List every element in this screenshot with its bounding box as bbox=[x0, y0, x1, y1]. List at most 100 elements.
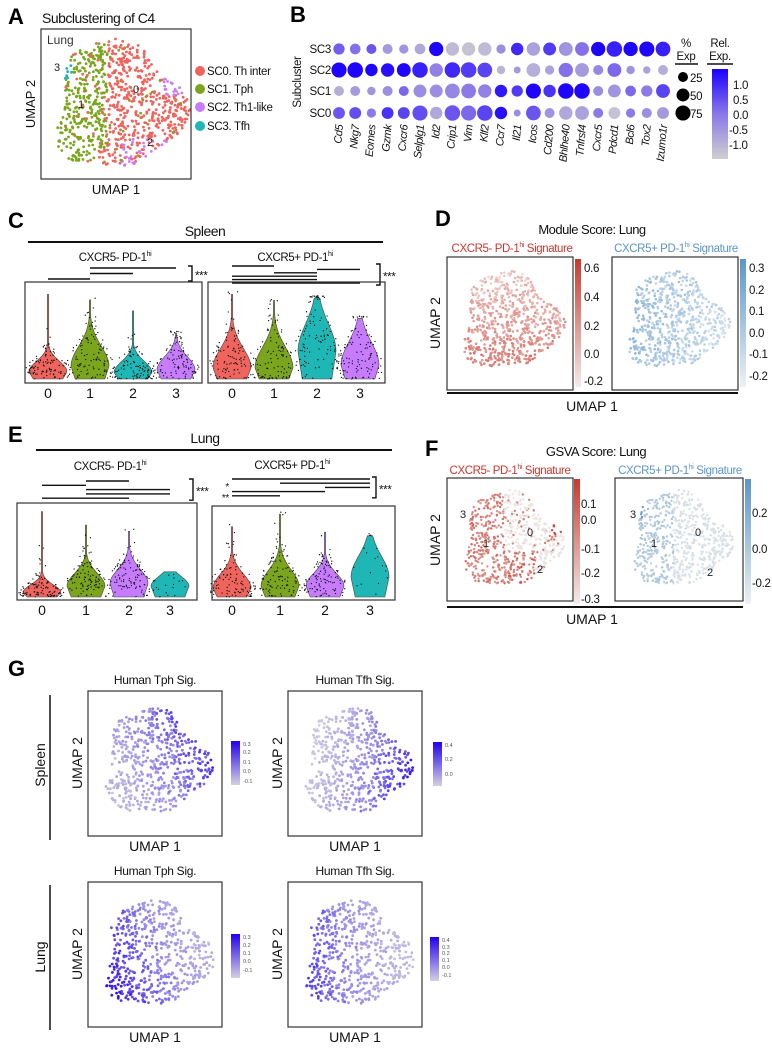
size-legend-title-2: Exp bbox=[677, 51, 696, 63]
umap-point bbox=[486, 289, 490, 292]
violin-point bbox=[151, 378, 153, 380]
violin-point bbox=[44, 587, 47, 589]
umap-point bbox=[508, 292, 511, 295]
violin-point bbox=[347, 336, 349, 338]
umap-point bbox=[652, 507, 655, 510]
umap-point bbox=[713, 328, 716, 332]
violin-point bbox=[359, 343, 362, 346]
violin-point bbox=[282, 354, 284, 357]
umap-point bbox=[100, 142, 104, 146]
umap-point bbox=[508, 550, 511, 553]
umap-point bbox=[668, 344, 672, 347]
umap-point bbox=[150, 132, 154, 136]
violin-point bbox=[289, 354, 291, 357]
violin-point bbox=[139, 561, 141, 563]
violin-point bbox=[374, 557, 376, 560]
umap-point bbox=[115, 147, 118, 151]
violin-point bbox=[136, 569, 138, 571]
violin-point bbox=[152, 375, 155, 377]
violin-point bbox=[99, 373, 101, 376]
violin-point bbox=[249, 581, 251, 583]
umap-point bbox=[469, 339, 472, 343]
umap-point bbox=[520, 525, 523, 528]
umap-point bbox=[520, 300, 523, 304]
umap-point bbox=[644, 339, 648, 342]
umap-point bbox=[640, 347, 644, 351]
umap-point bbox=[688, 573, 691, 576]
violin-category-label: 3 bbox=[366, 602, 374, 618]
violin-point bbox=[325, 582, 327, 584]
violin-point bbox=[215, 355, 218, 357]
umap-point bbox=[97, 112, 101, 115]
violin-point bbox=[329, 346, 332, 348]
violin-point bbox=[352, 341, 354, 344]
umap-point bbox=[492, 545, 495, 548]
umap-point bbox=[172, 93, 176, 97]
violin-point bbox=[35, 574, 38, 576]
umap-point bbox=[533, 572, 536, 575]
umap-point bbox=[658, 327, 662, 331]
significance-bracket bbox=[376, 263, 381, 286]
umap-point bbox=[491, 348, 495, 351]
violin-point bbox=[302, 334, 305, 336]
violin-point bbox=[85, 322, 87, 325]
violin-point bbox=[29, 593, 31, 596]
violin-point bbox=[72, 575, 74, 577]
violin-point bbox=[91, 321, 94, 324]
violin-point bbox=[86, 562, 88, 564]
violin-point bbox=[234, 351, 237, 353]
umap-point bbox=[168, 111, 172, 114]
umap-point bbox=[543, 556, 547, 559]
dotplot-dot bbox=[412, 62, 428, 78]
umap-point bbox=[72, 70, 76, 74]
umap-point bbox=[526, 281, 530, 285]
umap-point bbox=[90, 138, 94, 142]
umap-point bbox=[507, 328, 511, 331]
umap-point bbox=[655, 357, 658, 361]
violin-point bbox=[43, 577, 46, 580]
violin-point bbox=[86, 338, 88, 340]
umap-point bbox=[691, 557, 694, 560]
umap-point bbox=[674, 543, 677, 547]
violin-point bbox=[99, 573, 101, 575]
panel-e-title: Lung bbox=[190, 430, 219, 446]
violin-point bbox=[276, 378, 278, 380]
umap-point bbox=[155, 98, 158, 101]
umap-point bbox=[480, 303, 484, 307]
violin-point bbox=[217, 368, 219, 370]
colorbar-tick: 0.2 bbox=[749, 285, 764, 297]
violin-point bbox=[32, 583, 34, 585]
umap-point bbox=[705, 551, 708, 554]
umap-point bbox=[130, 53, 134, 57]
umap-point bbox=[493, 499, 496, 502]
violin-point bbox=[42, 584, 45, 587]
dotplot-dot bbox=[333, 43, 345, 55]
umap-point bbox=[463, 337, 467, 341]
violin-point bbox=[298, 575, 300, 577]
umap-point bbox=[113, 106, 117, 109]
violin-point bbox=[218, 576, 220, 578]
violin-point bbox=[130, 584, 133, 587]
umap-point bbox=[668, 274, 671, 278]
violin-point bbox=[132, 378, 135, 380]
umap-point bbox=[516, 538, 519, 541]
violin-point bbox=[27, 371, 29, 373]
umap-point bbox=[718, 544, 721, 548]
violin-point bbox=[122, 365, 125, 367]
violin-point bbox=[235, 358, 237, 360]
violin-point bbox=[46, 369, 48, 371]
umap-point bbox=[506, 561, 509, 564]
violin-point bbox=[228, 584, 230, 586]
violin-point bbox=[336, 571, 339, 573]
umap-point bbox=[497, 357, 501, 360]
violin-point bbox=[316, 336, 318, 339]
umap-point bbox=[108, 130, 112, 134]
legend-a: SC0. Th inter SC1. Tph SC2. Th1-like SC3… bbox=[195, 66, 273, 133]
umap-point bbox=[502, 543, 506, 547]
violin-point bbox=[198, 366, 200, 368]
violin-point bbox=[368, 358, 370, 360]
violin-point bbox=[78, 365, 80, 367]
violin-point bbox=[319, 589, 322, 592]
umap-point bbox=[481, 574, 484, 577]
